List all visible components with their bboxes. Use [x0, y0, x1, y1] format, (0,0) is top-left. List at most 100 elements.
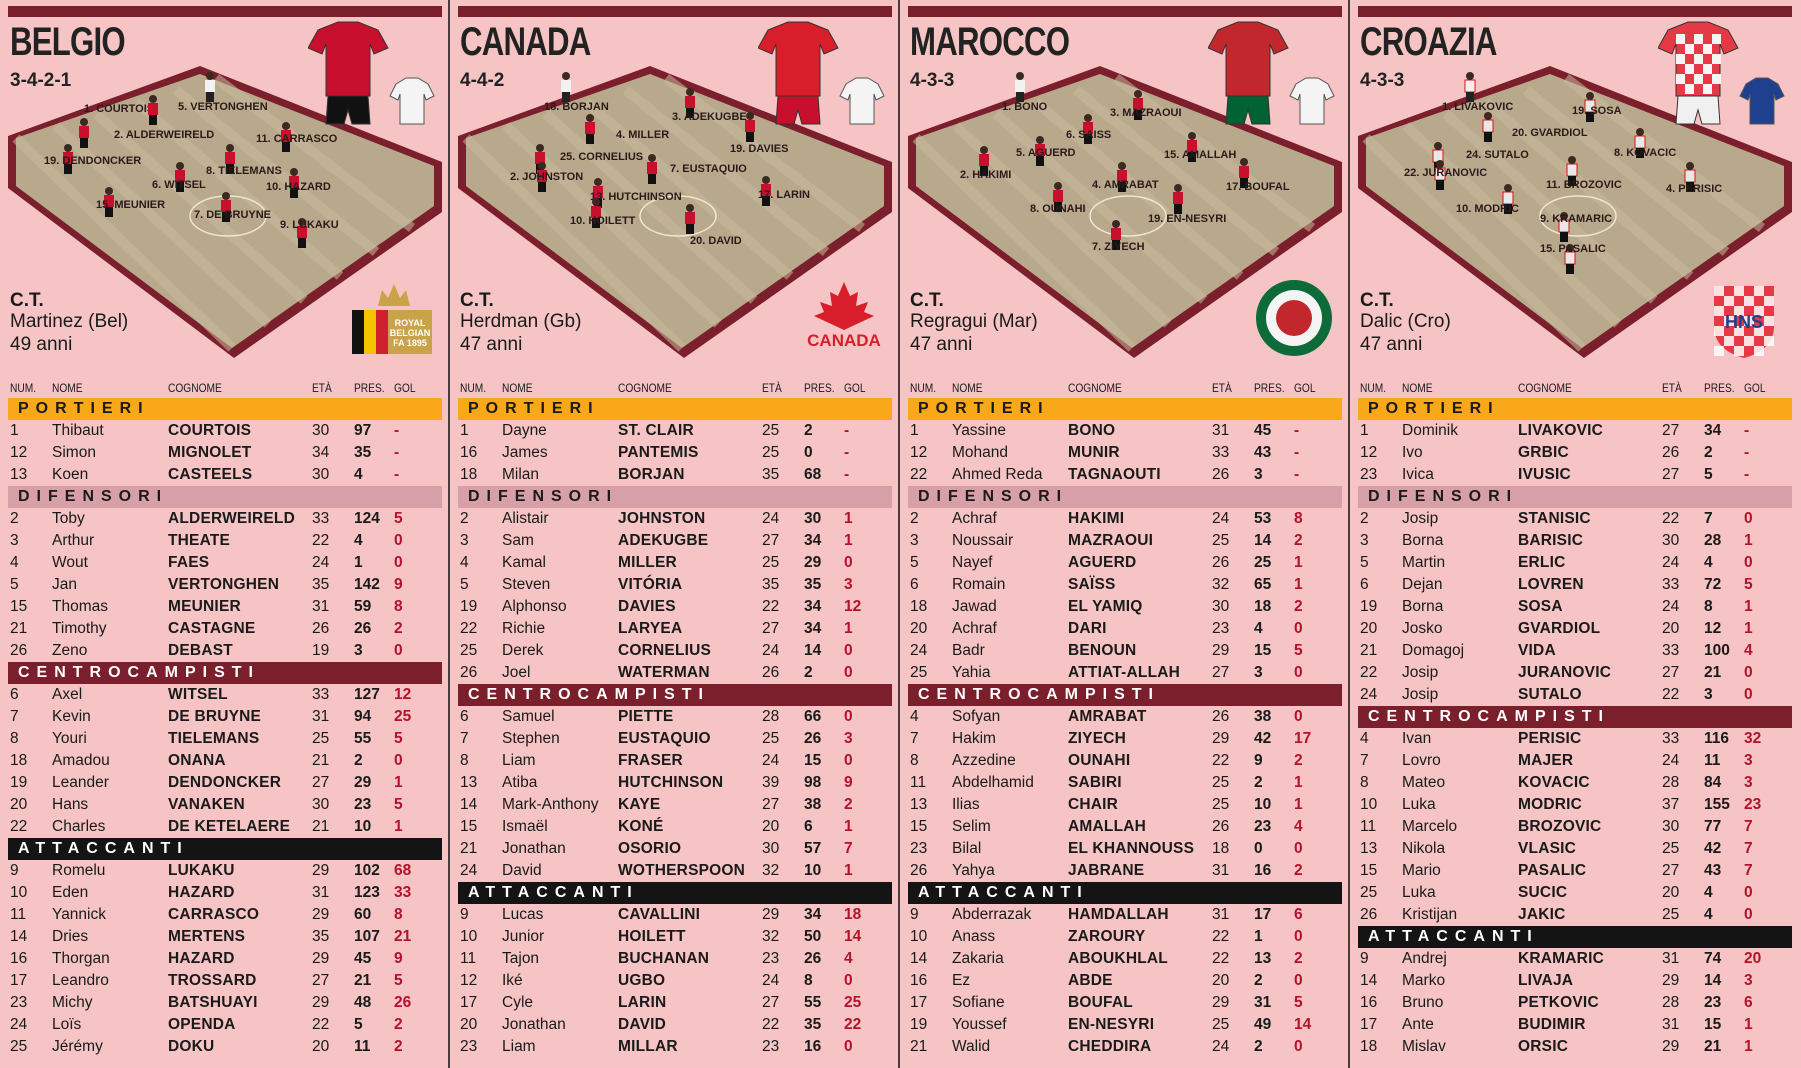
- player-number: 9: [10, 862, 19, 879]
- federation-badge: CANADA: [807, 282, 881, 350]
- player-goals: 1: [1744, 1016, 1753, 1033]
- center-circle: [1089, 195, 1167, 237]
- player-row: 7 Stephen EUSTAQUIO 25 26 3: [458, 728, 892, 750]
- pitch-player-label: 10. MODRIC: [1456, 203, 1519, 215]
- player-number: 23: [460, 1038, 478, 1055]
- player-goals: 5: [1294, 642, 1303, 659]
- player-row: 20 Achraf DARI 23 4 0: [908, 618, 1342, 640]
- player-caps: 35: [804, 1016, 822, 1033]
- player-first-name: Romelu: [52, 862, 106, 879]
- player-caps: 3: [1254, 466, 1263, 483]
- player-goals: 2: [844, 796, 853, 813]
- player-first-name: Jawad: [952, 598, 997, 615]
- player-last-name: LOVREN: [1518, 576, 1584, 593]
- player-caps: 1: [1254, 928, 1263, 945]
- player-caps: 59: [354, 598, 372, 615]
- pitch-player-label: 1. BONO: [1002, 101, 1048, 113]
- player-goals: 18: [844, 906, 862, 923]
- player-goals: 9: [394, 950, 403, 967]
- player-row: 11 Yannick CARRASCO 29 60 8: [8, 904, 442, 926]
- pitch-player-marker: [1434, 160, 1446, 190]
- player-age: 31: [1212, 862, 1230, 879]
- player-caps: 10: [1254, 796, 1272, 813]
- player-number: 5: [10, 576, 19, 593]
- section-portieri: PORTIERI: [908, 398, 1342, 420]
- jersey-check: [1685, 64, 1694, 74]
- player-first-name: Luka: [1402, 884, 1436, 901]
- player-number: 11: [1360, 818, 1377, 835]
- pitch-player-marker: [1502, 184, 1514, 214]
- player-first-name: Romain: [952, 576, 1006, 593]
- player-age: 33: [1662, 576, 1680, 593]
- player-age: 28: [1662, 994, 1680, 1011]
- pitch-player-marker: [685, 88, 695, 118]
- player-first-name: Alistair: [502, 510, 549, 527]
- team-formation: 4-3-3: [1360, 70, 1405, 91]
- player-age: 20: [1662, 884, 1680, 901]
- player-caps: 25: [1254, 554, 1272, 571]
- player-caps: 4: [1254, 620, 1263, 637]
- jersey-check: [1694, 34, 1703, 44]
- player-first-name: Josko: [1402, 620, 1443, 637]
- roster-table: PORTIERI 1 Dayne ST. CLAIR 25 2-16 James PANTEM…: [458, 398, 892, 1058]
- player-number: 25: [910, 664, 928, 681]
- player-goals: 25: [394, 708, 412, 725]
- player-age: 29: [1212, 730, 1230, 747]
- player-caps: 142: [354, 576, 380, 593]
- jersey-check: [1703, 64, 1712, 74]
- section-portieri: PORTIERI: [1358, 398, 1792, 420]
- player-number: 25: [10, 1038, 28, 1055]
- player-caps: 123: [354, 884, 380, 901]
- jersey-check: [1712, 34, 1721, 44]
- pitch-player-marker: [281, 122, 291, 152]
- pitch-player-label: 1. COURTOIS: [84, 103, 154, 115]
- team-name: MAROCCO: [910, 20, 1070, 64]
- player-last-name: ORSIC: [1518, 1038, 1569, 1055]
- player-row: 6 Romain SAÏSS 32 65 1: [908, 574, 1342, 596]
- pitch-player-label: 19. DENDONCKER: [44, 155, 141, 167]
- pitch-player-marker: [647, 154, 657, 184]
- player-number: 5: [1360, 554, 1369, 571]
- player-age: 29: [1662, 972, 1680, 989]
- player-goals: 1: [844, 862, 853, 879]
- player-row: 3 Noussair MAZRAOUI 25 14 2: [908, 530, 1342, 552]
- player-goals: -: [1294, 444, 1300, 461]
- player-row: 13 Nikola VLASIC 25 42 7: [1358, 838, 1792, 860]
- pitch-stripe: [1072, 86, 1280, 256]
- player-goals: 5: [394, 510, 403, 527]
- player-goals: -: [844, 422, 850, 439]
- player-first-name: Yahya: [952, 862, 995, 879]
- player-number: 10: [10, 884, 28, 901]
- player-row: 6 Dejan LOVREN 33 72 5: [1358, 574, 1792, 596]
- player-first-name: Leandro: [52, 972, 109, 989]
- roster-table: PORTIERI 1 Thibaut COURTOIS 30 97-12 Simon MIGN…: [8, 398, 442, 1058]
- coach-name: Dalic (Cro): [1360, 311, 1451, 332]
- player-number: 14: [10, 928, 28, 945]
- player-caps: 29: [804, 554, 822, 571]
- player-first-name: Jan: [52, 576, 77, 593]
- player-row: 8 Mateo KOVACIC 28 84 3: [1358, 772, 1792, 794]
- player-caps: 3: [1704, 686, 1713, 703]
- player-goals: 4: [1744, 642, 1753, 659]
- player-caps: 17: [1254, 906, 1272, 923]
- player-caps: 65: [1254, 576, 1272, 593]
- jersey-check: [1685, 44, 1694, 54]
- jersey-check: [1703, 84, 1712, 94]
- pitch-stripe: [952, 122, 1172, 328]
- player-goals: 5: [1744, 576, 1753, 593]
- player-age: 25: [1662, 906, 1680, 923]
- player-number: 22: [910, 466, 928, 483]
- player-first-name: Bruno: [1402, 994, 1444, 1011]
- player-row: 19 Youssef EN-NESYRI 25 49 14: [908, 1014, 1342, 1036]
- player-caps: 155: [1704, 796, 1730, 813]
- pitch-player-label: 11. BROZOVIC: [1546, 179, 1622, 191]
- player-row: 3 Sam ADEKUGBE 27 34 1: [458, 530, 892, 552]
- player-number: 24: [460, 862, 478, 879]
- player-last-name: ST. CLAIR: [618, 422, 694, 439]
- player-number: 8: [10, 730, 19, 747]
- player-age: 22: [762, 598, 780, 615]
- player-goals: 14: [1294, 1016, 1312, 1033]
- player-age: 31: [312, 884, 330, 901]
- player-caps: 21: [1704, 664, 1722, 681]
